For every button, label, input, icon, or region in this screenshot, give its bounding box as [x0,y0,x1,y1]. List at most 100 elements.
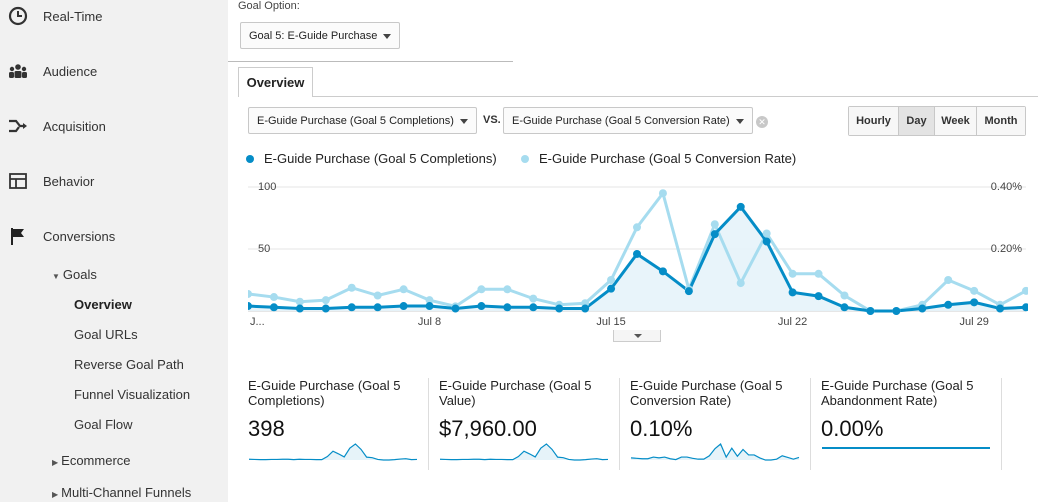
sidebar-item-funnel-visualization[interactable]: Funnel Visualization [74,387,191,402]
metric-goal-completions[interactable]: E-Guide Purchase (Goal 5 Completions) 39… [248,378,428,473]
series1-point [918,304,927,313]
series2-point [503,285,512,294]
line-chart[interactable]: 100 50 0.40% 0.20% J... Jul 8 Jul 15 Jul 22 Jul … [248,175,1028,330]
series1-point [944,300,953,309]
series1-point [607,284,616,293]
metric-label: E-Guide Purchase (Goal 5 Completions) [248,378,401,408]
metric-value: 0.10% [630,416,693,441]
goals-label: Goals [62,267,97,282]
series1-point [399,302,408,311]
legend-dot-icon [521,154,529,163]
x-tick-label: Jul 15 [596,316,625,328]
sparkline [248,443,418,461]
y-left-tick-label: 50 [258,243,270,255]
sidebar-item-real-time[interactable]: Real-Time [0,1,228,31]
chevron-down-icon [736,119,744,124]
remove-comparison-icon[interactable]: ✕ [756,116,768,128]
series2-point [269,293,278,302]
metric-goal-value[interactable]: E-Guide Purchase (Goal 5 Value) $7,960.0… [439,378,619,473]
series1-point [970,298,979,307]
series1-point [762,237,771,246]
series1-point [373,303,382,312]
series1-point [347,303,356,312]
series1-point [295,304,304,313]
series2-point [944,276,953,284]
hourly-button[interactable]: Hourly [849,107,899,135]
metric-value: 0.00% [821,416,884,441]
sidebar-item-multi-channel-funnels[interactable]: ▶ Multi-Channel Funnels [52,485,191,500]
x-tick-label: Jul 29 [959,316,988,328]
series1-point [451,304,460,313]
metric-label: E-Guide Purchase (Goal 5 Value) [439,378,592,408]
series2-point [633,223,641,232]
series2-point [840,291,849,300]
metric1-select[interactable]: E-Guide Purchase (Goal 5 Completions) [248,107,477,134]
sparkline-line [439,443,609,461]
metric-conversion-rate[interactable]: E-Guide Purchase (Goal 5 Conversion Rate… [630,378,810,473]
tab-overview[interactable]: Overview [238,67,313,97]
triangle-right-icon: ▶ [52,490,59,499]
ecommerce-label: Ecommerce [61,453,131,468]
legend-series2[interactable]: E-Guide Purchase (Goal 5 Conversion Rate… [521,151,796,166]
series1-point [866,307,875,315]
clock-icon [8,6,28,26]
sparkline [439,443,609,461]
series2-point [321,296,330,305]
metric-value: 398 [248,416,285,441]
layout-icon [9,173,27,189]
chart-expand-toggle[interactable] [613,330,661,342]
vs-label: VS. [483,114,501,126]
x-tick-label: Jul 8 [418,316,441,328]
series1-point [555,304,564,313]
sidebar-item-label: Behavior [43,173,95,189]
sidebar-item-label: Conversions [43,228,116,244]
series2-point [1022,286,1028,295]
goal-option-select[interactable]: Goal 5: E-Guide Purchase [240,22,400,49]
series1-point [710,230,719,239]
series1-point [788,288,797,297]
legend-series1[interactable]: E-Guide Purchase (Goal 5 Completions) [246,151,497,166]
divider [619,378,620,470]
series2-point [477,285,486,294]
sidebar-item-goal-urls[interactable]: Goal URLs [74,327,138,342]
series1-point [425,302,434,311]
flag-icon [11,228,24,245]
series1-point [503,303,512,312]
sidebar-item-behavior[interactable]: Behavior [0,166,228,196]
sidebar-item-overview[interactable]: Overview [74,297,132,312]
series1-point [529,303,538,312]
week-button[interactable]: Week [935,107,977,135]
series1-point [581,304,590,313]
day-button[interactable]: Day [899,107,935,135]
sidebar-item-goals[interactable]: ▼ Goals [52,267,97,282]
series1-point [684,287,693,296]
series1-point [736,202,745,211]
metric2-select[interactable]: E-Guide Purchase (Goal 5 Conversion Rate… [503,107,753,134]
metric2-value: E-Guide Purchase (Goal 5 Conversion Rate… [512,114,730,127]
month-button[interactable]: Month [977,107,1025,135]
divider [428,378,429,470]
metric-label: E-Guide Purchase (Goal 5 Conversion Rate… [630,378,783,408]
series1-area [248,206,1026,311]
series1-point [269,303,278,312]
sidebar-item-conversions[interactable]: Conversions [0,221,228,251]
series1-point [1022,303,1028,312]
metric-value: $7,960.00 [439,416,537,441]
series2-point [607,276,616,284]
series2-point [762,229,771,238]
sidebar-item-ecommerce[interactable]: ▶ Ecommerce [52,453,131,468]
metric-abandonment-rate[interactable]: E-Guide Purchase (Goal 5 Abandonment Rat… [821,378,1001,473]
series1-point [658,267,667,276]
divider [1001,378,1002,470]
sidebar-item-audience[interactable]: Audience [0,56,228,86]
sidebar-item-reverse-goal-path[interactable]: Reverse Goal Path [74,357,184,372]
series2-point [788,269,797,278]
divider [228,61,513,62]
sidebar-item-goal-flow[interactable]: Goal Flow [74,417,133,432]
series2-point [736,279,745,288]
sidebar-item-label: Acquisition [43,118,106,134]
sidebar-item-acquisition[interactable]: Acquisition [0,111,228,141]
series1-point [892,307,901,315]
series1-point [814,292,823,301]
series2-point [248,289,252,298]
